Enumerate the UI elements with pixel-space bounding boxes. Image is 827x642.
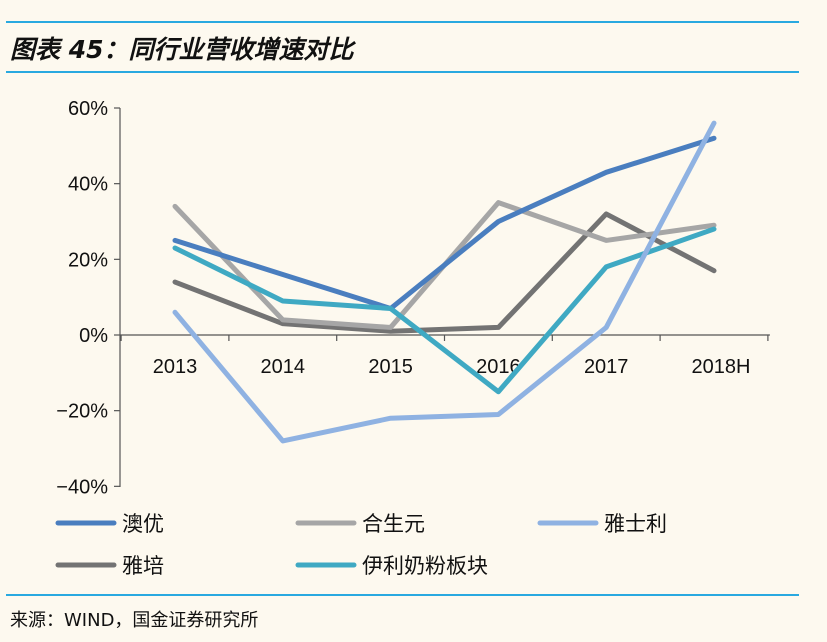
series-line-3 — [172, 120, 717, 444]
series-line-4 — [172, 211, 717, 334]
legend-label: 伊利奶粉板块 — [362, 554, 488, 578]
title-rule — [6, 71, 799, 73]
figure-title: 图表 45：同行业营收增速对比 — [10, 35, 354, 64]
x-tick-label: 2014 — [261, 356, 306, 378]
series-line-1 — [172, 135, 717, 312]
line-chart: 60% 40% 20% 0% −20% −40% 2013 2014 2015 2016 2017 2… — [55, 98, 770, 578]
legend-label: 澳优 — [122, 512, 164, 536]
legend-label: 雅培 — [122, 554, 164, 578]
top-rule — [6, 21, 799, 23]
y-tick-label: 40% — [68, 174, 108, 196]
x-tick-label: 2017 — [584, 356, 629, 378]
y-tick-label: −40% — [56, 476, 108, 498]
legend-label: 雅士利 — [604, 512, 667, 536]
y-tick-label: 20% — [68, 249, 108, 271]
source-note: 来源：WIND，国金证券研究所 — [10, 610, 259, 631]
x-tick-label: 2015 — [368, 356, 413, 378]
x-tick-label: 2018H — [692, 356, 751, 378]
bottom-rule — [6, 594, 799, 596]
x-tick-label: 2016 — [476, 356, 521, 378]
series-line-5 — [172, 226, 717, 395]
y-tick-label: −20% — [56, 401, 108, 423]
x-tick-label: 2013 — [153, 356, 198, 378]
y-tick-label: 0% — [79, 325, 108, 347]
y-tick-label: 60% — [68, 98, 108, 120]
legend-label: 合生元 — [362, 512, 425, 536]
